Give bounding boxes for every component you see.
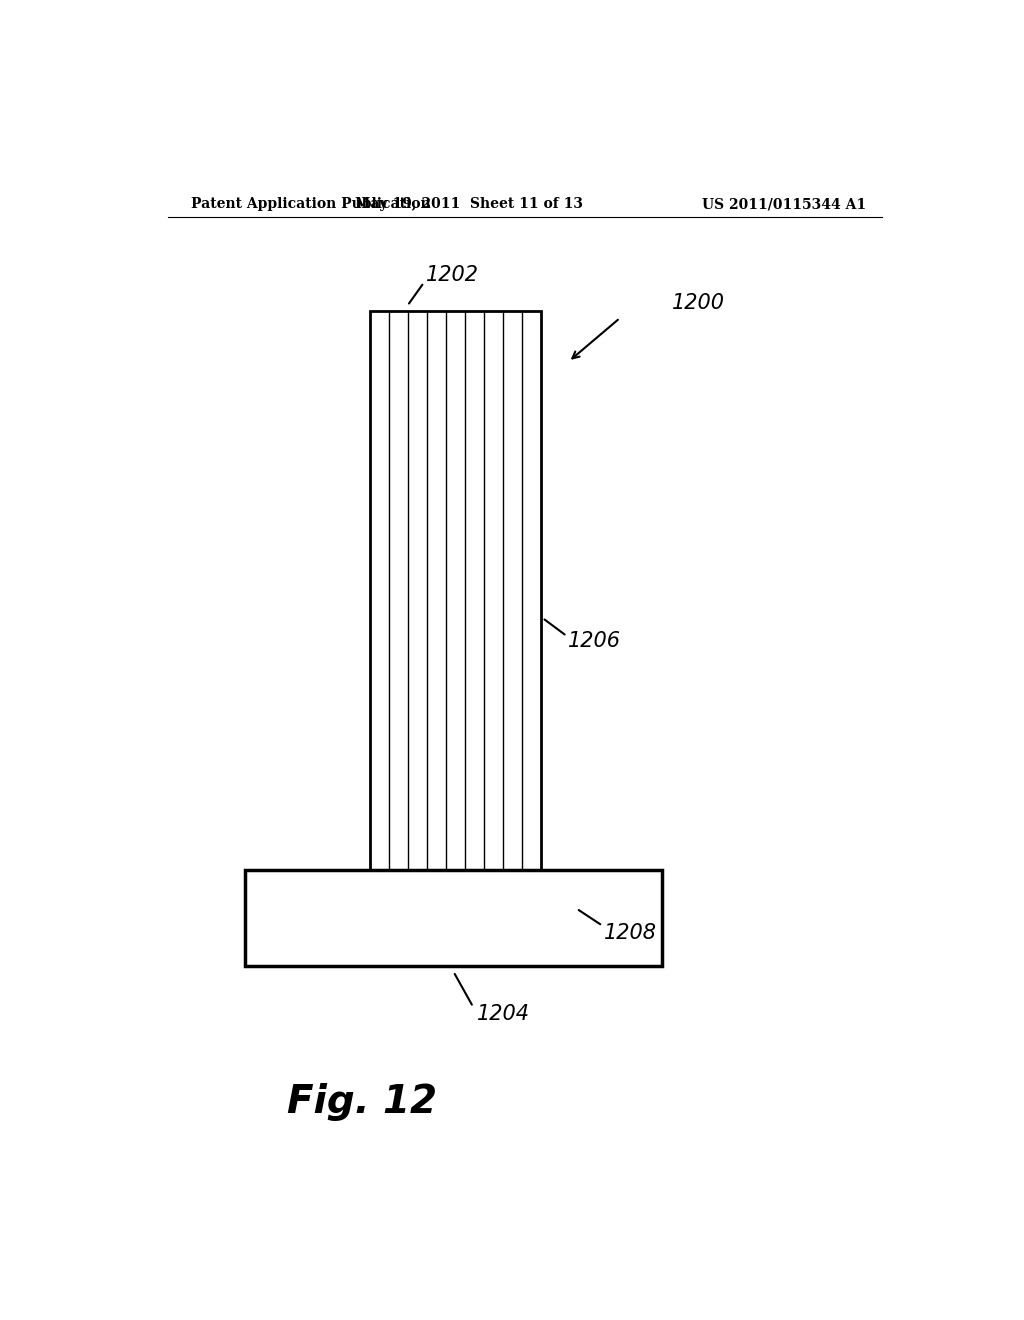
Text: May 19, 2011  Sheet 11 of 13: May 19, 2011 Sheet 11 of 13 xyxy=(355,197,584,211)
Text: 1206: 1206 xyxy=(568,631,622,651)
Text: 1202: 1202 xyxy=(426,265,478,285)
Text: US 2011/0115344 A1: US 2011/0115344 A1 xyxy=(701,197,866,211)
Bar xyxy=(370,310,541,875)
Text: 1204: 1204 xyxy=(477,1005,530,1024)
Text: Fig. 12: Fig. 12 xyxy=(287,1082,436,1121)
Text: Patent Application Publication: Patent Application Publication xyxy=(191,197,431,211)
Text: 1208: 1208 xyxy=(604,923,657,942)
Bar xyxy=(246,870,663,966)
Text: 1200: 1200 xyxy=(672,293,725,313)
